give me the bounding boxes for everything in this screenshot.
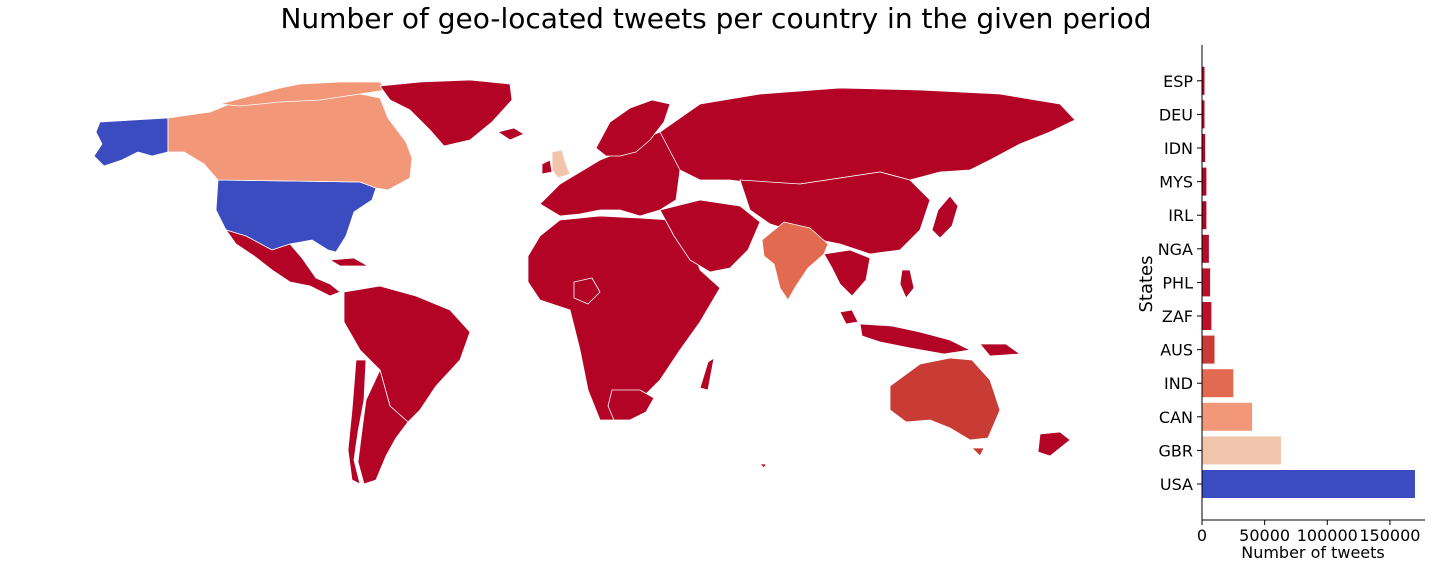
- country-idn: [859, 323, 971, 355]
- y-tick-label-irl: IRL: [1168, 206, 1193, 225]
- y-tick-label-zaf: ZAF: [1162, 307, 1193, 326]
- country-africa: [527, 215, 721, 421]
- bar-mys: [1202, 167, 1207, 196]
- country-arg: [357, 369, 409, 485]
- country-png: [979, 343, 1021, 357]
- bar-can: [1202, 402, 1253, 431]
- country-isl: [497, 127, 525, 141]
- country-grl: [379, 79, 513, 147]
- chart-title: Number of geo-located tweets per country…: [280, 2, 1152, 35]
- country-gbr: [551, 149, 571, 179]
- country-mdg: [699, 357, 715, 391]
- country-jpn: [931, 195, 959, 239]
- bar-idn: [1202, 134, 1206, 162]
- y-tick-label-esp: ESP: [1163, 72, 1193, 91]
- y-tick-label-phl: PHL: [1162, 273, 1193, 292]
- bar-irl: [1202, 201, 1207, 230]
- bar-usa: [1202, 470, 1415, 498]
- bar-esp: [1202, 66, 1205, 95]
- bar-phl: [1202, 268, 1211, 297]
- x-tick-label: 0: [1197, 526, 1207, 545]
- y-tick-label-ind: IND: [1164, 374, 1193, 393]
- country-chn: [739, 171, 931, 255]
- y-tick-label-idn: IDN: [1164, 139, 1193, 158]
- y-tick-label-can: CAN: [1159, 408, 1193, 427]
- country-scandinavia: [595, 99, 671, 157]
- country-nzl: [1037, 431, 1071, 457]
- country-mys: [839, 309, 859, 325]
- y-tick-label-mys: MYS: [1159, 173, 1193, 192]
- bar-gbr: [1202, 436, 1281, 465]
- bar-ind: [1202, 369, 1234, 398]
- country-zaf: [607, 389, 655, 421]
- country-aus: [889, 357, 1001, 441]
- bar-aus: [1202, 335, 1215, 364]
- country-irl: [541, 159, 553, 175]
- y-tick-label-nga: NGA: [1158, 240, 1193, 259]
- y-tick-label-deu: DEU: [1159, 105, 1193, 124]
- country-middle-east: [659, 199, 761, 273]
- bar-zaf: [1202, 302, 1212, 330]
- country-sea: [823, 249, 871, 297]
- country-ind: [761, 221, 829, 301]
- y-tick-label-usa: USA: [1160, 475, 1193, 494]
- country-cub: [329, 257, 369, 267]
- country-aus-tas: [971, 447, 985, 457]
- country-nga: [573, 277, 601, 305]
- x-tick-label: 50000: [1239, 526, 1290, 545]
- y-tick-label-aus: AUS: [1160, 341, 1193, 360]
- country-phl: [899, 269, 915, 299]
- bar-nga: [1202, 234, 1209, 263]
- x-tick-label: 150000: [1359, 526, 1420, 545]
- country-bra: [343, 285, 471, 423]
- x-axis-label: Number of tweets: [1241, 543, 1385, 562]
- y-tick-label-gbr: GBR: [1159, 441, 1194, 460]
- y-axis-label: States: [1136, 255, 1157, 312]
- bar-series: [1202, 66, 1415, 498]
- country-mex: [225, 229, 341, 297]
- x-tick-label: 100000: [1297, 526, 1358, 545]
- country-chl: [347, 359, 367, 485]
- bar-deu: [1202, 100, 1205, 129]
- country-speck: [759, 463, 767, 469]
- world-map: [93, 79, 1076, 485]
- x-ticks: 0 50000 100000 150000: [1197, 520, 1420, 545]
- y-tick-labels: ESP DEU IDN MYS IRL NGA PHL ZAF AUS IND CAN GBR USA: [1158, 72, 1202, 494]
